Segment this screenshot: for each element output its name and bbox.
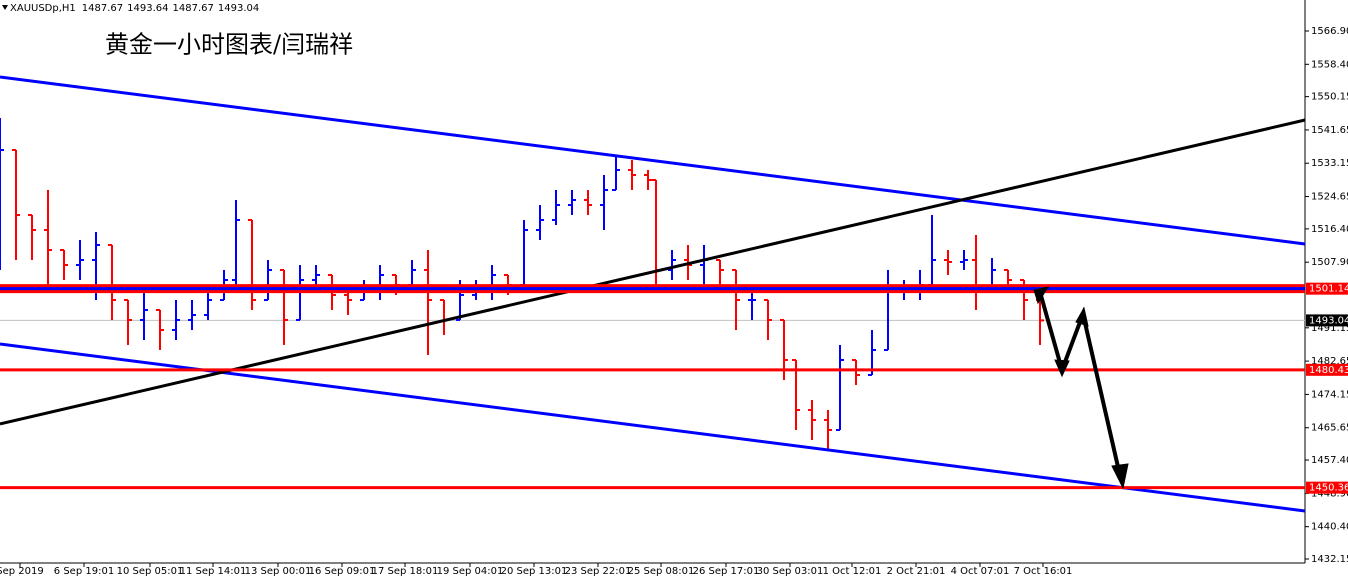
level-label: 1501.14	[1309, 284, 1348, 295]
x-tick-label: 23 Sep 22:01	[565, 566, 632, 577]
chart-title: 黄金一小时图表/闫瑞祥	[105, 31, 353, 59]
y-tick-label: 1482.65	[1311, 356, 1348, 367]
x-tick-label: 7 Oct 16:01	[1014, 566, 1073, 577]
x-tick-label: 16 Sep 09:01	[309, 566, 376, 577]
x-tick-label: 26 Sep 17:01	[693, 566, 760, 577]
y-tick-label: 1491.15	[1311, 323, 1348, 334]
x-tick-label: 11 Sep 14:01	[180, 566, 247, 577]
projection-path	[1038, 291, 1123, 481]
x-tick-label: 10 Sep 05:01	[117, 566, 184, 577]
y-tick-label: 1448.90	[1311, 488, 1348, 499]
y-tick-label: 1507.90	[1311, 257, 1348, 268]
y-tick-label: 1474.15	[1311, 389, 1348, 400]
trend-line	[0, 118, 1306, 426]
header-value: 1487.67	[82, 3, 123, 14]
header-icon	[2, 5, 8, 10]
x-tick-label: 25 Sep 08:01	[628, 566, 695, 577]
y-tick-label: 1440.40	[1311, 522, 1348, 533]
trend-line	[0, 75, 1306, 246]
header-value: 1493.64	[127, 3, 168, 14]
y-tick-label: 1465.65	[1311, 423, 1348, 434]
y-tick-label: 1558.40	[1311, 59, 1348, 70]
arrows	[1033, 286, 1129, 490]
y-tick-label: 1524.65	[1311, 192, 1348, 203]
y-tick-label: 1550.15	[1311, 92, 1348, 103]
header-value: 1487.67	[173, 3, 214, 14]
x-tick-label: 6 Sep 19:01	[54, 566, 114, 577]
x-tick-label: 17 Sep 18:01	[372, 566, 439, 577]
y-tick-label: 1516.40	[1311, 224, 1348, 235]
x-tick-label: Sep 2019	[0, 566, 44, 577]
y-tick-label: 1432.15	[1311, 554, 1348, 565]
x-tick-label: 20 Sep 13:01	[501, 566, 568, 577]
y-tick-label: 1566.90	[1311, 26, 1348, 37]
level-label-box	[1306, 282, 1348, 295]
level-label-box	[1306, 481, 1348, 494]
x-tick-label: 19 Sep 04:01	[437, 566, 504, 577]
header-value: 1493.04	[218, 3, 259, 14]
x-tick-label: 2 Oct 21:01	[887, 566, 946, 577]
chart-header: XAUUSDp,H1 1487.67 1493.64 1487.67 1493.04	[10, 3, 259, 14]
price-label: 1493.04	[1309, 315, 1348, 326]
x-tick-label: 13 Sep 00:01	[245, 566, 312, 577]
level-label: 1480.43	[1309, 365, 1348, 376]
level-label: 1450.36	[1309, 483, 1348, 494]
symbol: XAUUSDp,H1	[10, 3, 76, 14]
x-tick-label: 1 Oct 12:01	[823, 566, 882, 577]
x-tick-label: 4 Oct 07:01	[951, 566, 1010, 577]
y-tick-label: 1541.65	[1311, 125, 1348, 136]
y-tick-label: 1457.40	[1311, 455, 1348, 466]
arrow-head	[1111, 463, 1129, 490]
price-label-box	[1306, 314, 1348, 327]
x-tick-label: 30 Sep 03:01	[757, 566, 824, 577]
arrow-head	[1033, 286, 1050, 305]
level-label-box	[1306, 363, 1348, 376]
y-tick-label: 1533.15	[1311, 158, 1348, 169]
arrow-head	[1054, 359, 1070, 378]
arrow-head	[1075, 306, 1089, 327]
